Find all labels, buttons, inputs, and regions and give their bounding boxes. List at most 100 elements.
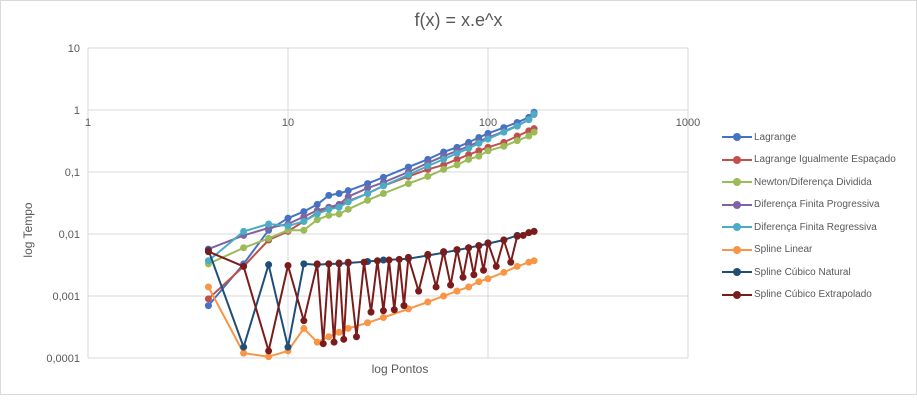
data-point	[484, 275, 492, 283]
data-point	[379, 190, 387, 198]
data-point	[300, 324, 308, 332]
series-line	[207, 259, 535, 358]
data-point	[525, 229, 533, 237]
data-point	[507, 258, 515, 266]
data-point	[265, 234, 273, 242]
data-point	[325, 191, 333, 199]
data-point	[440, 248, 448, 256]
data-point	[475, 278, 483, 286]
data-point	[379, 182, 387, 190]
data-point	[530, 110, 538, 118]
series-spline-cubico-extrapolado	[204, 227, 538, 355]
data-point	[440, 165, 448, 173]
data-point	[395, 255, 403, 263]
data-point	[513, 122, 521, 130]
data-point	[484, 239, 492, 247]
y-tick-label: 10	[68, 43, 80, 55]
data-point	[475, 147, 483, 155]
legend-item: Diferença Finita Progressiva	[722, 194, 912, 217]
data-point	[240, 244, 248, 252]
data-point	[204, 248, 212, 256]
series-line	[207, 230, 535, 349]
data-point	[300, 217, 308, 225]
data-point	[284, 343, 292, 351]
data-point	[465, 144, 473, 152]
data-point	[204, 302, 212, 310]
data-point	[319, 340, 327, 348]
data-point	[465, 244, 473, 252]
y-axis-title: log Tempo	[21, 202, 35, 258]
legend-item: Spline Cúbico Extrapolado	[722, 284, 912, 307]
data-point	[204, 295, 212, 303]
data-point	[475, 139, 483, 147]
data-point	[265, 347, 273, 355]
data-point	[424, 298, 432, 306]
data-point	[453, 149, 461, 157]
data-point	[240, 349, 248, 357]
data-point	[530, 128, 538, 136]
y-tick-label: 0,1	[65, 167, 80, 179]
data-point	[465, 155, 473, 163]
data-point	[325, 211, 333, 219]
series-diferenca-finita-regressiva	[204, 110, 538, 265]
y-tick-label: 0,001	[52, 291, 80, 303]
legend-swatch	[722, 200, 752, 210]
data-point	[300, 208, 308, 216]
data-point	[344, 198, 352, 206]
data-point	[453, 246, 461, 254]
data-point	[519, 231, 527, 239]
legend-item: Diferença Finita Regressiva	[722, 216, 912, 239]
data-point	[513, 232, 521, 240]
data-point	[344, 187, 352, 195]
data-point	[335, 259, 343, 267]
data-point	[300, 317, 308, 325]
data-point	[525, 127, 533, 135]
legend-label: Diferença Finita Progressiva	[754, 199, 880, 211]
data-point	[470, 271, 478, 279]
data-point	[364, 184, 372, 192]
legend-item: Spline Cúbico Natural	[722, 261, 912, 284]
data-point	[344, 193, 352, 201]
data-point	[500, 128, 508, 136]
data-point	[379, 307, 387, 315]
data-point	[465, 283, 473, 291]
data-point	[313, 338, 321, 346]
data-point	[390, 306, 398, 314]
y-tick-label: 0,0001	[46, 353, 80, 365]
data-point	[500, 142, 508, 150]
data-point	[335, 210, 343, 218]
x-tick-label: 1000	[676, 117, 700, 129]
data-point	[525, 258, 533, 266]
data-point	[364, 190, 372, 198]
legend-swatch	[722, 222, 752, 232]
data-point	[240, 343, 248, 351]
data-point	[432, 283, 440, 291]
data-point	[325, 333, 333, 341]
data-point	[313, 216, 321, 224]
legend-item: Lagrange Igualmente Espaçado	[722, 149, 912, 172]
data-point	[424, 172, 432, 180]
data-point	[240, 227, 248, 235]
data-point	[344, 205, 352, 213]
series-spline-linear	[204, 257, 538, 361]
data-point	[424, 162, 432, 170]
data-point	[325, 260, 333, 268]
data-point	[330, 338, 338, 346]
x-tick-label: 10	[282, 117, 294, 129]
data-point	[400, 302, 408, 310]
data-point	[440, 155, 448, 163]
legend-swatch	[722, 177, 752, 187]
data-point	[484, 147, 492, 155]
data-point	[379, 314, 387, 322]
data-point	[379, 256, 387, 264]
legend-item: Newton/Diferença Dividida	[722, 171, 912, 194]
data-point	[284, 262, 292, 270]
data-point	[453, 161, 461, 169]
data-point	[379, 173, 387, 181]
data-point	[525, 132, 533, 140]
data-point	[265, 353, 273, 361]
legend-label: Spline Cúbico Natural	[754, 266, 851, 278]
data-point	[364, 319, 372, 327]
series-line	[208, 230, 535, 352]
